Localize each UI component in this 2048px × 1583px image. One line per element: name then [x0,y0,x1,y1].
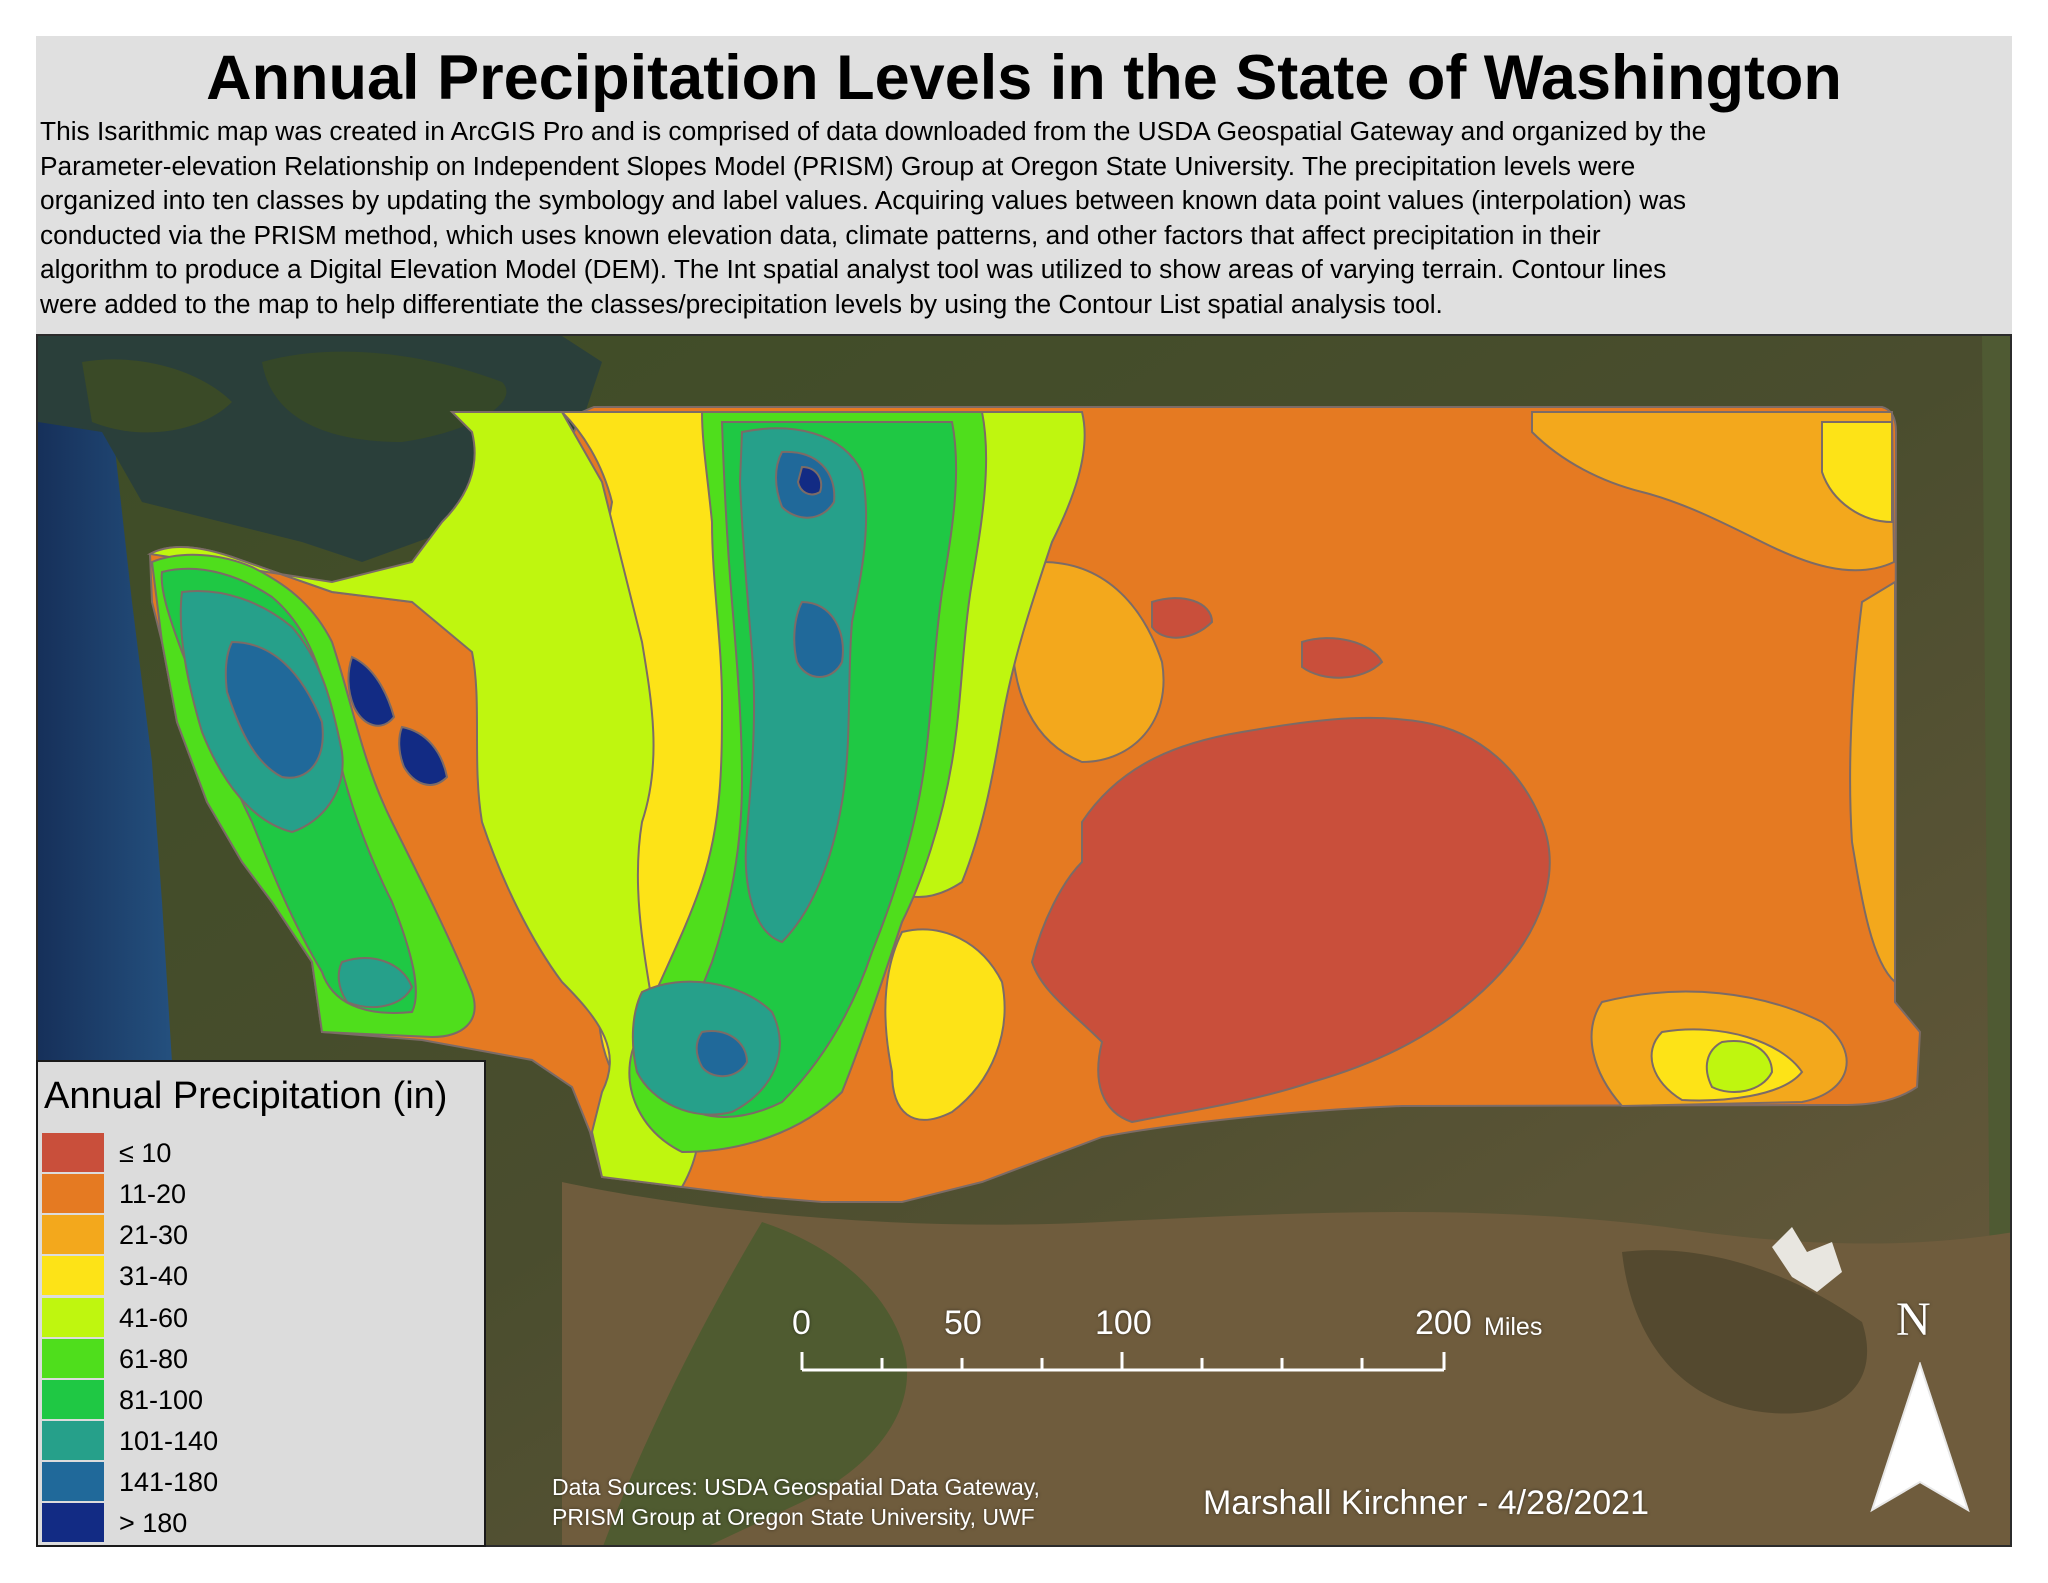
scale-label: 50 [944,1304,982,1342]
description-line: algorithm to produce a Digital Elevation… [40,254,1667,284]
legend-label: 21-30 [119,1220,189,1250]
legend-swatch [42,1133,104,1172]
precipitation-map [146,406,1922,1203]
sources-line: Data Sources: USDA Geospatial Data Gatew… [552,1474,1040,1500]
description-line: organized into ten classes by updating t… [40,185,1687,215]
scale-label: 200 [1415,1304,1472,1342]
sources-line: PRISM Group at Oregon State University, … [552,1504,1035,1530]
legend-item: > 180 [42,1503,462,1543]
map-description: This Isarithmic map was created in ArcGI… [40,114,2008,321]
legend-item: 41-60 [42,1298,462,1338]
map-title: Annual Precipitation Levels in the State… [206,43,1842,113]
description-line: Parameter-elevation Relationship on Inde… [40,150,1636,181]
description-line: This Isarithmic map was created in ArcGI… [40,116,1707,146]
legend-swatch [42,1215,104,1254]
legend-panel: Annual Precipitation (in) ≤ 10 11-20 21-… [36,1060,486,1547]
header-panel: Annual Precipitation Levels in the State… [36,36,2012,334]
legend-swatch [42,1421,104,1460]
legend-item: 11-20 [42,1174,462,1214]
legend-swatch [42,1462,104,1501]
legend-item: 21-30 [42,1215,462,1255]
legend-item: 101-140 [42,1421,462,1461]
scale-bar [800,1352,1446,1372]
legend-item: 61-80 [42,1339,462,1379]
legend-label: 101-140 [119,1426,219,1456]
author-credit: Marshall Kirchner - 4/28/2021 [1203,1484,1650,1522]
legend-swatch [42,1256,104,1295]
legend-item: 81-100 [42,1380,462,1420]
legend-swatch [42,1174,104,1213]
description-line: were added to the map to help differenti… [40,288,1443,319]
legend-label: ≤ 10 [119,1138,172,1168]
data-sources: Data Sources: USDA Geospatial Data Gatew… [552,1472,1040,1532]
scale-label: 100 [1095,1304,1152,1342]
legend-label: 31-40 [119,1261,189,1291]
legend-label: 41-60 [119,1303,189,1333]
legend-label: 141-180 [119,1467,219,1497]
legend-label: > 180 [119,1508,188,1538]
legend-item: 31-40 [42,1256,462,1296]
legend-title: Annual Precipitation (in) [44,1075,448,1117]
north-arrow-icon [1870,1362,1970,1513]
scale-units: Miles [1484,1313,1543,1341]
legend-label: 61-80 [119,1344,189,1374]
legend-item: 141-180 [42,1462,462,1502]
north-arrow-label: N [1896,1293,1931,1346]
description-line: conducted via the PRISM method, which us… [40,219,1601,250]
legend-item: ≤ 10 [42,1133,462,1173]
scale-label: 0 [792,1304,811,1342]
legend-swatch [42,1298,104,1337]
legend-swatch [42,1339,104,1378]
legend-swatch [42,1503,104,1542]
legend-label: 81-100 [119,1385,204,1415]
legend-swatch [42,1380,104,1419]
legend-label: 11-20 [119,1179,187,1209]
